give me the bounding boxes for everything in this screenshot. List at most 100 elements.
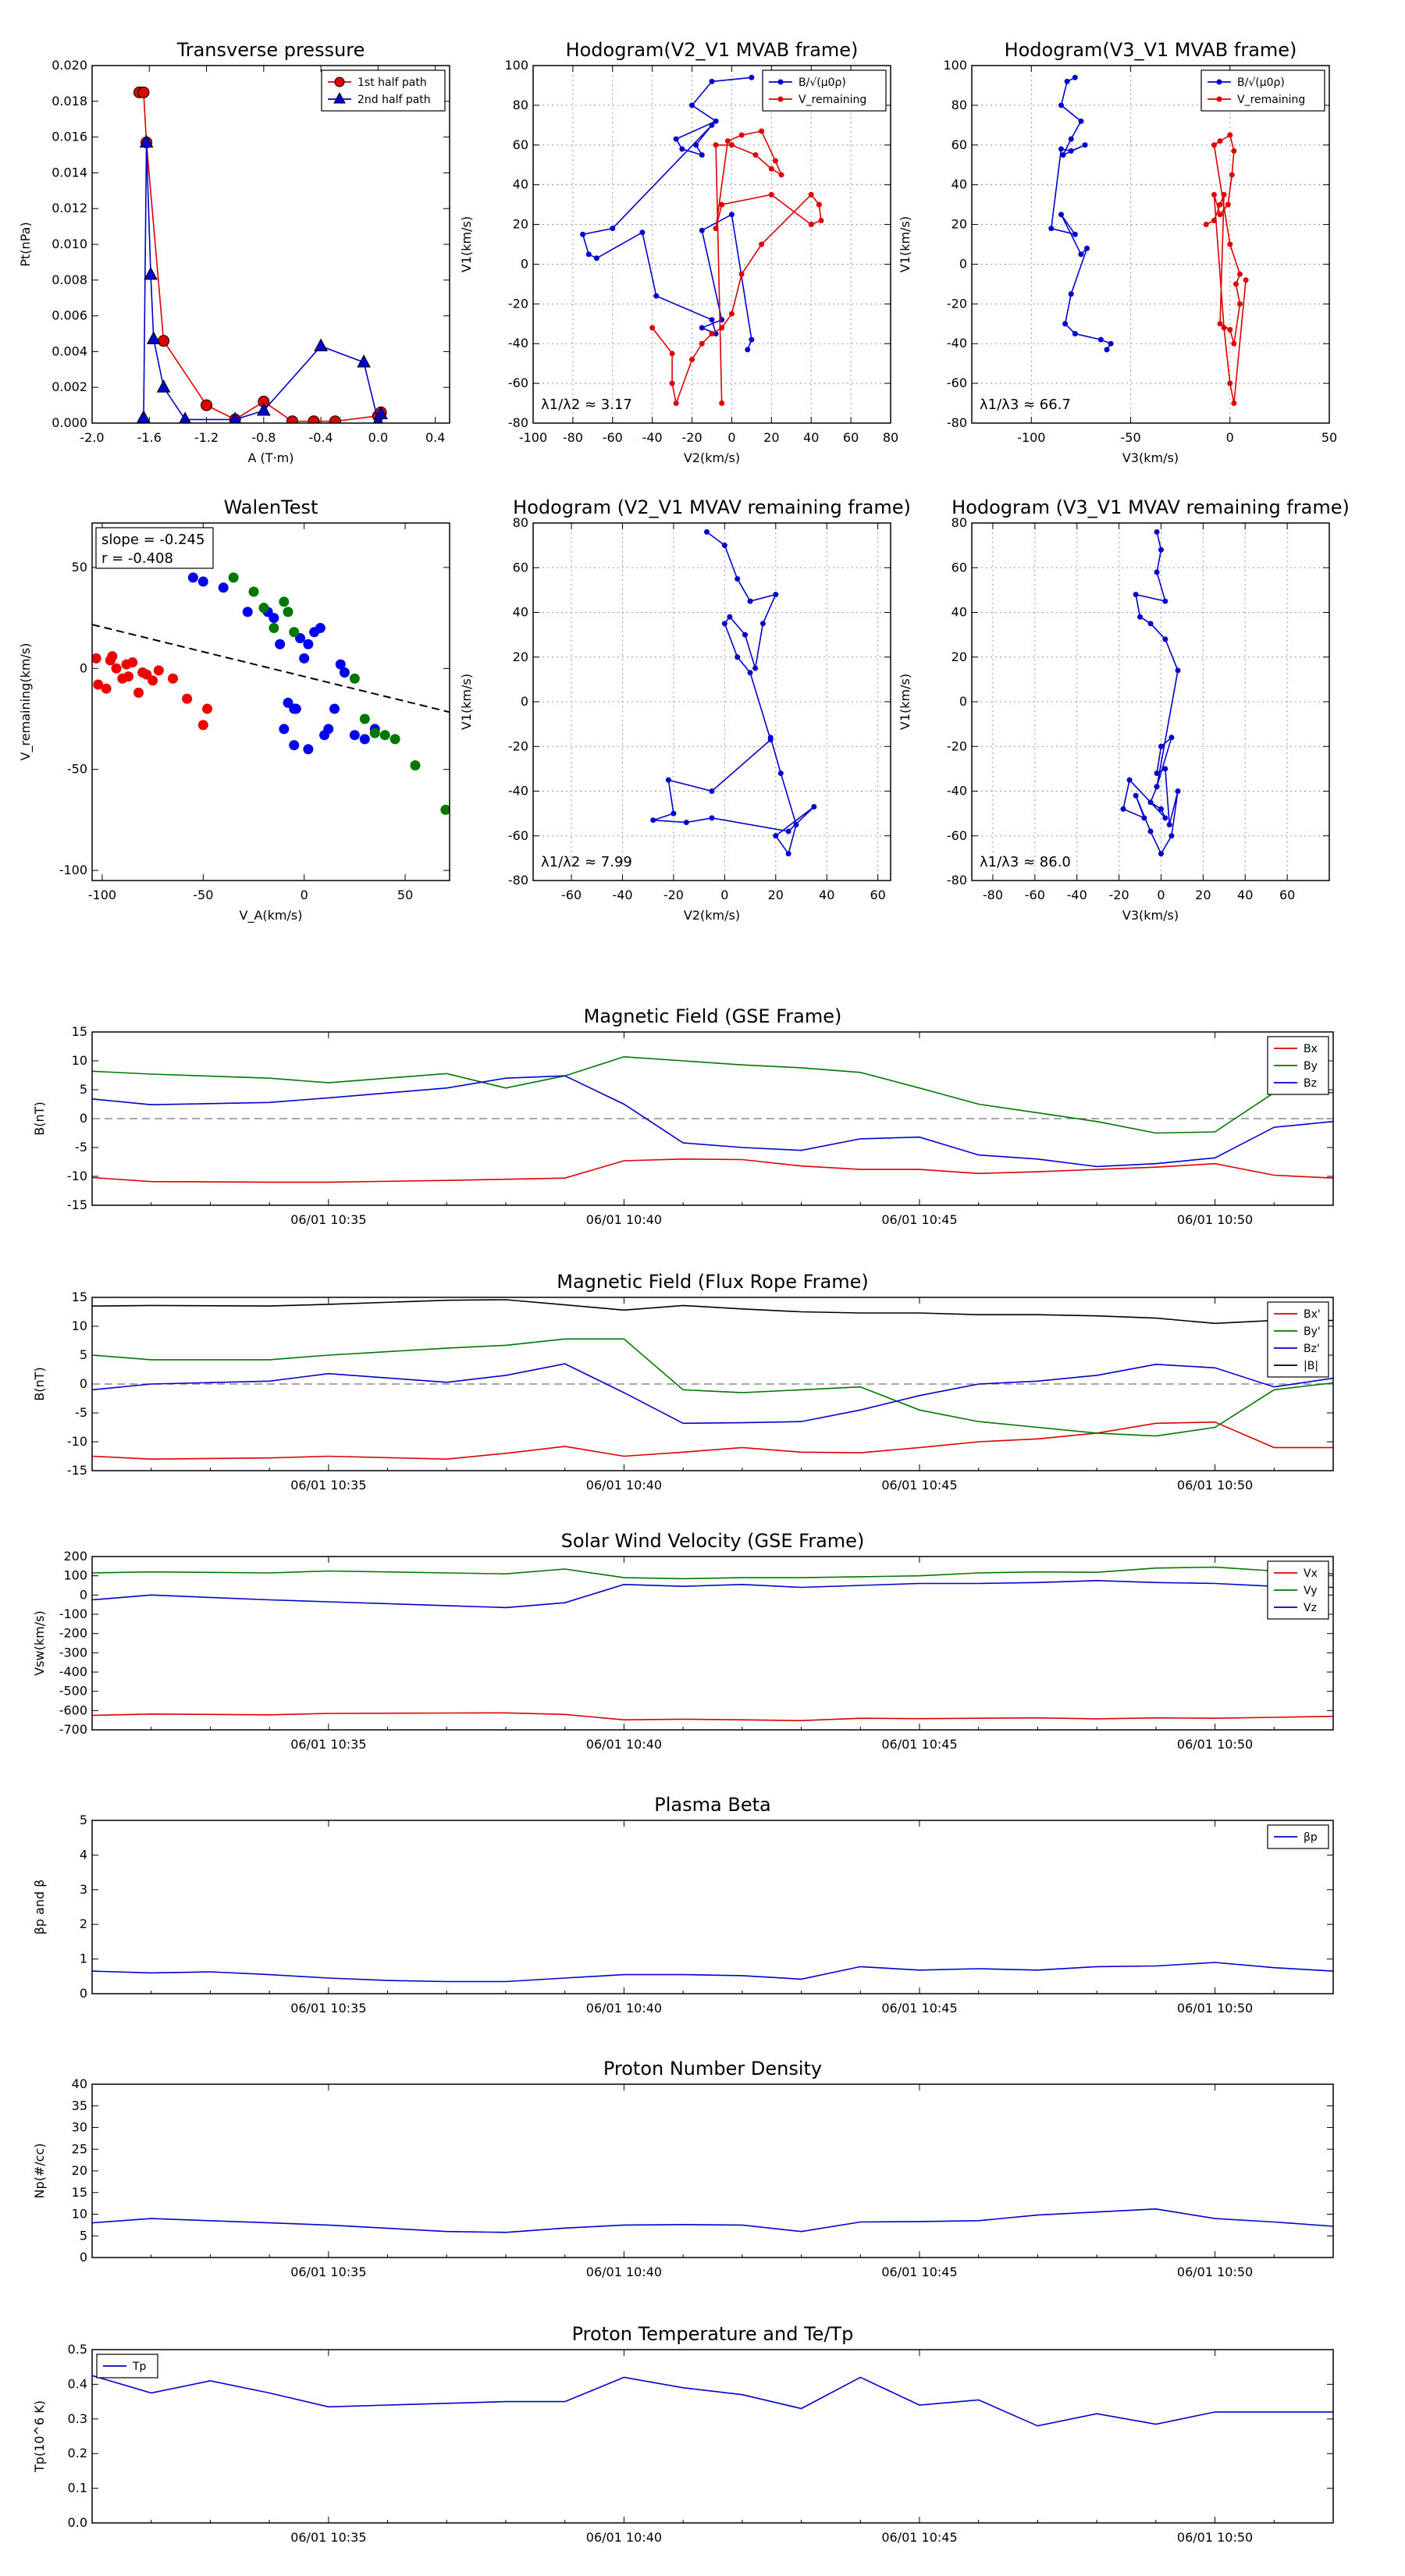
data-point: [314, 338, 328, 352]
data-point: [728, 212, 735, 218]
y-tick-label: 80: [951, 98, 967, 112]
legend: Vx Vy Vz: [1267, 1560, 1329, 1620]
data-point: [153, 665, 164, 676]
y-tick-label: -60: [947, 828, 967, 843]
data-point: [1082, 142, 1088, 148]
data-point: [269, 613, 279, 624]
chart-title: Transverse pressure: [176, 39, 365, 61]
x-axis-label: V2(km/s): [684, 908, 740, 923]
x-tick-label: -2.0: [80, 430, 104, 445]
data-point: [768, 191, 774, 197]
y-tick-label: -5: [75, 1140, 87, 1155]
data-point: [773, 592, 779, 598]
x-tick-label: 40: [1237, 888, 1253, 902]
legend-label: βp: [1304, 1831, 1318, 1844]
eigenvalue-ratio-label: λ1/λ3 ≈ 86.0: [980, 854, 1071, 870]
y-tick-label: 40: [951, 605, 967, 620]
data-point: [689, 357, 695, 363]
x-tick-label: -80: [563, 430, 583, 445]
x-tick-label: -1.2: [194, 430, 219, 445]
chart-title: Proton Temperature and Te/Tp: [572, 2323, 854, 2345]
y-tick-label: 20: [951, 649, 967, 664]
x-tick-label: 0: [1157, 888, 1165, 902]
plot-frame: [532, 65, 891, 424]
y-axis-label: V_remaining(km/s): [18, 643, 34, 761]
data-point: [1211, 217, 1217, 223]
data-point: [369, 728, 380, 738]
x-tick-label: 40: [803, 430, 819, 445]
chart-panel-10: Plasma Beta 0 1 2 3 4 5 06/01 10:35 06/01 10:40 0…: [32, 1794, 1334, 2016]
data-point: [290, 703, 301, 714]
x-tick-label: -60: [561, 888, 582, 902]
data-point: [811, 804, 817, 810]
legend-marker: [334, 76, 345, 87]
data-point: [1231, 340, 1237, 347]
data-point: [349, 673, 360, 684]
data-point: [299, 653, 310, 664]
data-point: [1158, 743, 1164, 749]
plot-area: [133, 86, 388, 423]
data-point: [653, 293, 660, 299]
data-point: [778, 172, 784, 178]
chart-panel-2: Hodogram(V2_V1 MVAB frame) -80 -60 -40 -20 0 2…: [459, 39, 898, 465]
data-point: [670, 810, 677, 817]
data-point: [242, 607, 253, 617]
data-point: [111, 663, 122, 674]
series-line-1: [92, 1158, 1333, 1183]
y-axis-label: V1(km/s): [459, 216, 474, 272]
data-point: [349, 730, 360, 741]
data-point: [218, 582, 229, 593]
legend-box: [762, 69, 887, 112]
plot-area: [580, 74, 824, 407]
y-axis-label: Tp(10^6 K): [32, 2400, 47, 2473]
x-tick-label: 06/01 10:40: [586, 2530, 662, 2545]
y-tick-label: 40: [513, 605, 528, 620]
legend-label: Bx: [1304, 1043, 1318, 1055]
x-tick-label: 06/01 10:40: [586, 1478, 662, 1493]
x-tick-label: 06/01 10:45: [881, 1478, 957, 1493]
data-point: [1217, 138, 1223, 144]
plot-frame: [91, 2083, 1334, 2258]
legend: βp: [1267, 1824, 1329, 1849]
series-line-1: [92, 1712, 1333, 1722]
data-point: [709, 78, 715, 84]
y-tick-label: 40: [951, 177, 967, 192]
data-point: [1048, 226, 1055, 232]
x-tick-label: 06/01 10:40: [586, 2265, 662, 2279]
x-tick-label: 0: [301, 888, 308, 902]
series-line-3: [92, 1075, 1333, 1168]
y-tick-label: 2: [80, 1916, 87, 1931]
y-tick-label: 0: [959, 256, 967, 271]
data-point: [1133, 592, 1139, 598]
legend-label: Tp: [132, 2361, 147, 2373]
data-point: [1225, 201, 1231, 208]
y-tick-label: 0.002: [52, 379, 87, 394]
x-tick-label: 06/01 10:35: [290, 1212, 366, 1227]
data-point: [389, 734, 400, 745]
data-point: [1221, 191, 1227, 197]
x-tick-label: -40: [612, 888, 632, 902]
data-point: [308, 415, 320, 423]
y-tick-label: -80: [508, 873, 528, 888]
y-axis-label: Np(#/cc): [32, 2144, 47, 2199]
series-line-1: [582, 76, 752, 350]
y-tick-label: -200: [59, 1626, 87, 1641]
plot-area: [1048, 74, 1249, 407]
x-tick-label: 60: [1279, 888, 1295, 902]
data-point: [1064, 78, 1070, 84]
x-tick-label: -40: [642, 430, 663, 445]
data-point: [1162, 598, 1168, 604]
y-tick-label: 0.018: [52, 94, 87, 109]
y-tick-label: -15: [67, 1463, 87, 1478]
y-tick-label: -100: [59, 1606, 87, 1621]
data-point: [1154, 569, 1160, 575]
legend-label: Vy: [1304, 1585, 1318, 1597]
plot-area: [92, 1566, 1333, 1722]
y-tick-label: -5: [75, 1405, 87, 1420]
y-tick-label: -80: [508, 415, 528, 430]
y-axis-label: B(nT): [32, 1101, 47, 1135]
data-point: [1097, 336, 1104, 343]
data-point: [269, 623, 279, 634]
y-tick-label: 5: [80, 1082, 87, 1097]
data-point: [767, 735, 774, 741]
